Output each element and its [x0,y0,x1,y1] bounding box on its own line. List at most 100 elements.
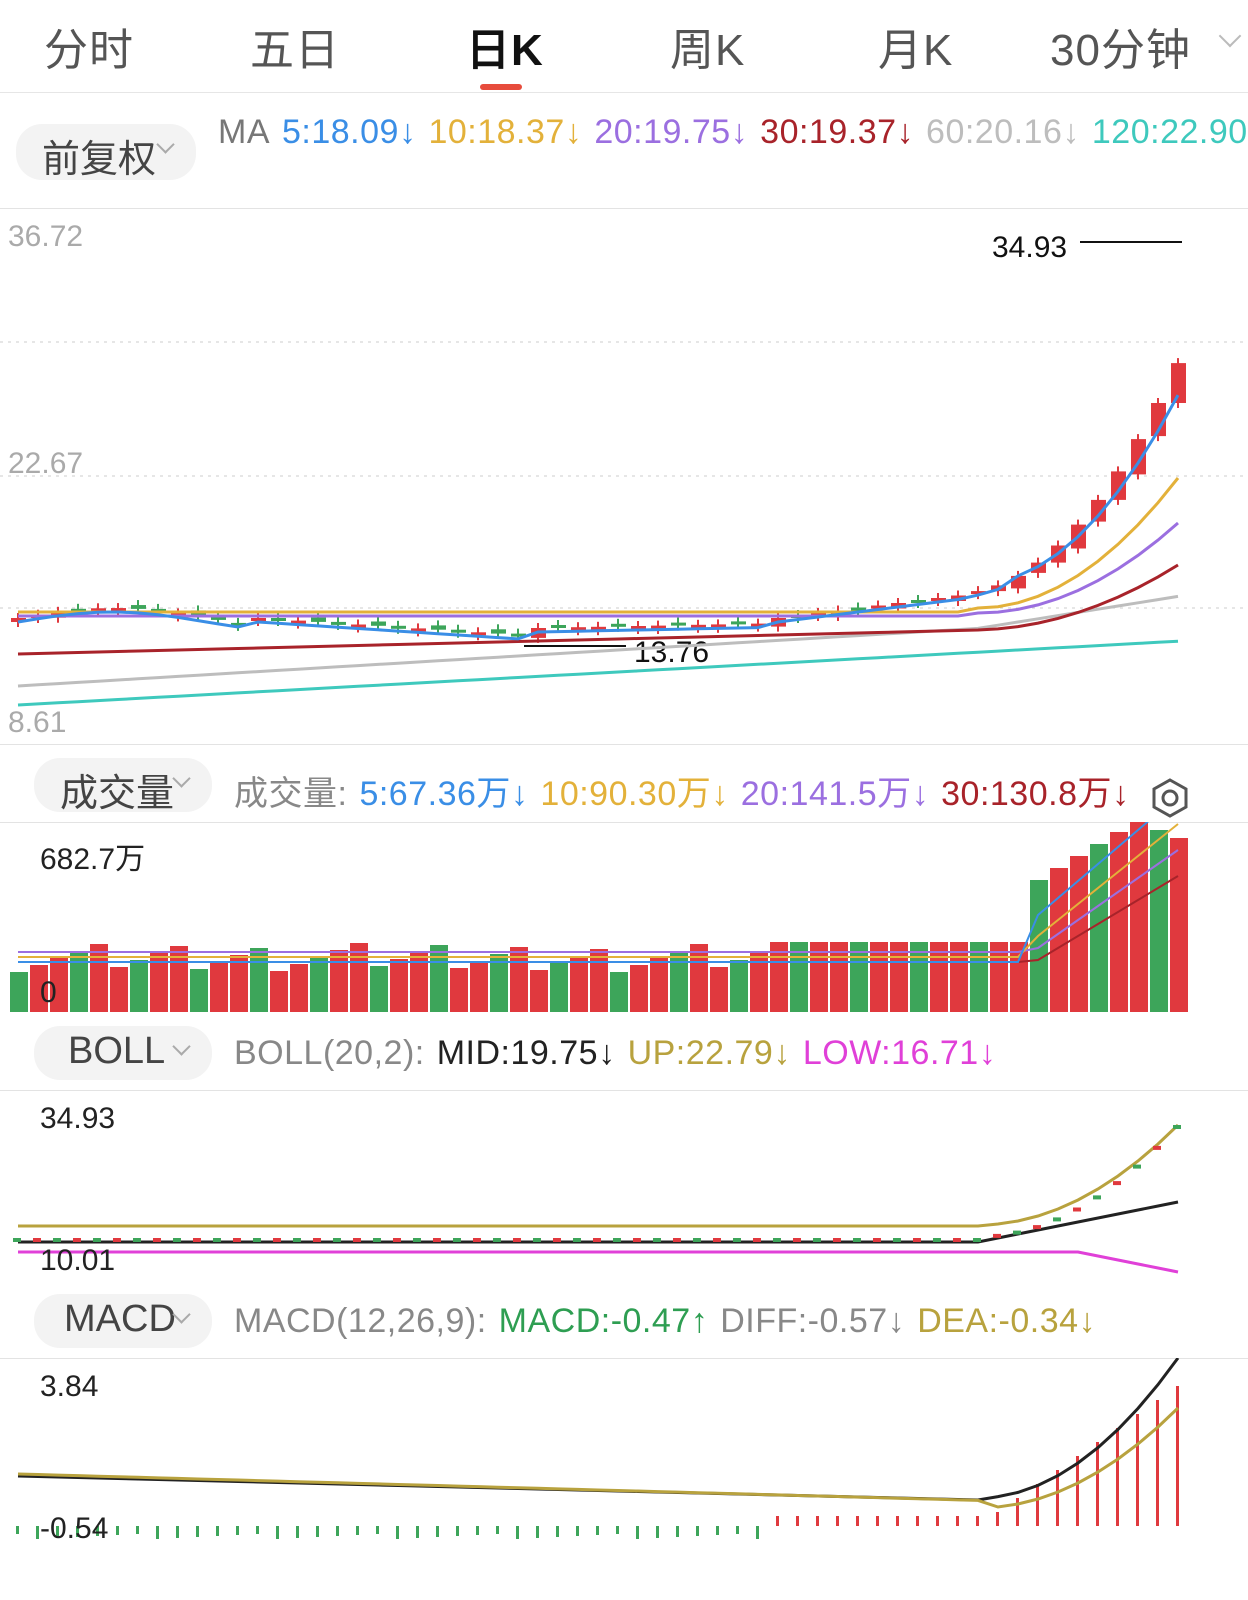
candle-body [971,591,986,595]
candle-body [671,622,686,626]
tab-monthly-k[interactable]: 月K [878,26,954,75]
candle-body [491,629,506,634]
adjust-selector-label: 前复权 [42,139,157,181]
macd-axis-bottom: -0.54 [40,1512,109,1545]
macd-bar [856,1516,859,1526]
volume-bar [630,965,648,1012]
volume-bar [270,971,288,1012]
boll-candle [833,1238,841,1242]
boll-candle [693,1238,701,1242]
vol-ma10-line [18,823,1179,958]
tab-intraday[interactable]: 分时 [44,26,134,75]
macd-bar [676,1526,679,1537]
boll-chart[interactable] [0,1090,1248,1282]
volume-bar [790,942,808,1012]
volume-chart[interactable] [0,822,1248,1014]
macd-bar [1176,1386,1179,1526]
chevron-down-icon[interactable] [1218,24,1242,48]
adjust-selector[interactable]: 前复权 [16,124,196,181]
volume-selector[interactable]: 成交量 [34,758,212,815]
boll-candle [633,1238,641,1242]
volume-bar [330,950,348,1012]
volume-bar [210,962,228,1012]
tab-five-day[interactable]: 五日 [250,26,340,75]
ma10-line [18,477,1180,614]
volume-bar [770,942,788,1012]
volume-bar [870,942,888,1012]
volume-bar [530,970,548,1012]
volume-bar [370,966,388,1012]
boll-candle [1113,1181,1121,1186]
boll-candle [273,1238,281,1242]
boll-candle [433,1238,441,1242]
volume-bar [50,958,68,1012]
candle-body [211,616,226,620]
volume-bar [930,942,948,1012]
volume-bar [390,959,408,1012]
volume-bar [510,947,528,1012]
volume-bar [670,951,688,1012]
candlestick-chart[interactable] [0,208,1248,748]
boll-candle [473,1238,481,1242]
macd-selector[interactable]: MACD [34,1294,212,1348]
candle-body [131,605,146,609]
volume-bar [1050,868,1068,1012]
boll-candle [513,1238,521,1242]
macd-bar [1156,1400,1159,1526]
boll-selector[interactable]: BOLL [34,1026,212,1080]
tab-daily-k[interactable]: 日K [466,26,544,75]
macd-bar [356,1526,359,1535]
macd-bar [636,1526,639,1539]
macd-bar [176,1526,179,1538]
candle-body [11,618,26,622]
gear-icon[interactable] [1150,778,1190,818]
volume-bar [590,949,608,1012]
high-price-label: 34.93 [992,231,1068,264]
boll-candle [813,1238,821,1242]
ma-legend-item: 30:19.37↓ [760,113,915,151]
boll-candle [333,1238,341,1242]
boll-axis-bottom: 10.01 [40,1244,116,1277]
macd-bar [716,1526,719,1535]
ma120-line [17,639,1179,707]
tab-weekly-k[interactable]: 周K [670,26,746,75]
boll-candle [173,1238,181,1242]
candle-body [1091,499,1106,522]
candle-body [71,608,86,612]
candle-body [231,622,246,626]
boll-candle [1153,1145,1161,1150]
volume-bar [150,953,168,1012]
boll-candle [553,1238,561,1242]
volume-bar [1070,856,1088,1012]
tab-30min[interactable]: 30分钟 [1050,26,1191,75]
boll-candle [793,1238,801,1242]
candle-body [751,623,766,627]
candle-body [111,608,126,612]
boll-candle [753,1238,761,1242]
boll-candle [1013,1230,1021,1235]
boll-candle [373,1238,381,1242]
candle-body [151,608,166,612]
volume-legend: 成交量: 5:67.36万↓ 10:90.30万↓ 20:141.5万↓ 30:130.… [234,766,1153,815]
candle-body [651,625,666,629]
volume-bar [1010,942,1028,1012]
candle-body [411,628,426,632]
candle-body [591,626,606,631]
candle-body [631,626,646,629]
volume-bar [570,956,588,1012]
candle-body [571,627,586,631]
volume-bar [250,948,268,1012]
macd-bar [616,1526,619,1534]
active-tab-indicator [480,84,522,90]
volume-legend-item: 30:130.8万↓ [941,775,1130,813]
macd-axis-top: 3.84 [40,1370,99,1403]
macd-bar [296,1526,299,1538]
boll-candle [133,1238,141,1242]
macd-chart[interactable] [0,1358,1248,1600]
macd-legend: MACD(12,26,9): MACD:-0.47↑ DIFF:-0.57↓ DEA:… [234,1302,1120,1341]
boll-candle [713,1238,721,1242]
volume-bar [690,944,708,1012]
volume-legend-item: 20:141.5万↓ [740,775,930,813]
macd-bar [936,1516,939,1526]
ma60-line [17,594,1179,688]
